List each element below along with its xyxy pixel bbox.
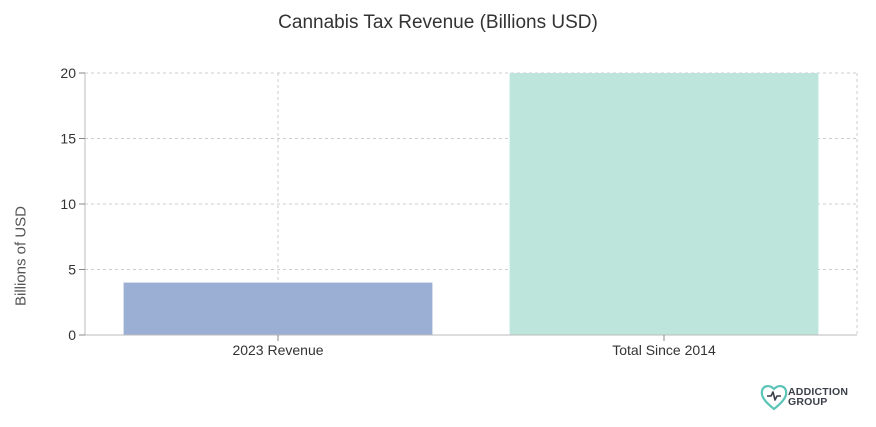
logo-text-line1: ADDICTION <box>788 386 849 398</box>
heart-outline <box>760 385 788 411</box>
y-tick-label: 15 <box>60 131 76 147</box>
heart-logo-icon <box>760 385 788 411</box>
y-tick-label: 5 <box>68 262 76 278</box>
x-tick-label: 2023 Revenue <box>232 342 323 358</box>
pulse-line <box>767 391 781 401</box>
y-tick-label: 10 <box>60 196 76 212</box>
bar-2023-revenue <box>123 282 433 335</box>
logo-text-line2: GROUP <box>788 396 828 408</box>
addiction-group-logo: ADDICTION GROUP <box>760 382 860 412</box>
chart-title: Cannabis Tax Revenue (Billions USD) <box>278 12 598 33</box>
x-tick-label: Total Since 2014 <box>612 342 716 358</box>
y-tick-label: 20 <box>60 65 76 81</box>
y-tick-label: 0 <box>68 327 76 343</box>
bar-total-since-2014 <box>509 73 819 335</box>
